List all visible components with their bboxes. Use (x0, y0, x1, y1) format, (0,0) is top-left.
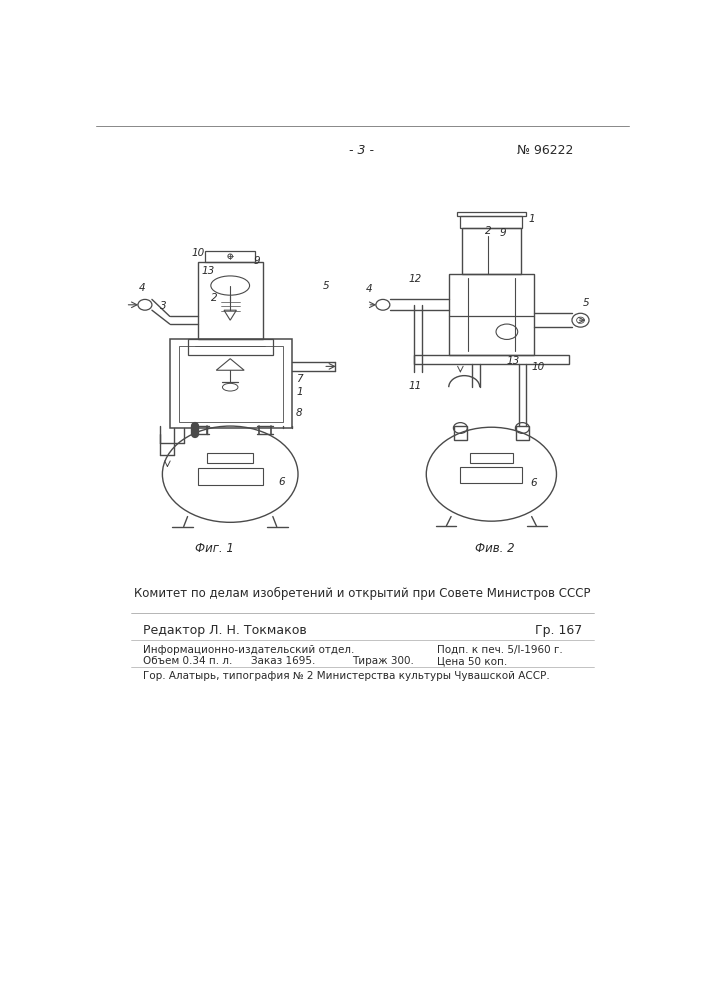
Text: 13: 13 (507, 356, 520, 366)
Text: 1: 1 (529, 214, 535, 224)
Text: 9: 9 (253, 256, 260, 266)
Bar (460, 467, 522, 483)
Text: 6: 6 (530, 478, 537, 488)
Bar (187, 339, 273, 355)
Bar (207, 453, 253, 463)
Text: Цена 50 коп.: Цена 50 коп. (437, 656, 508, 666)
Text: 4: 4 (139, 283, 146, 293)
Text: - 3 -: - 3 - (349, 144, 375, 157)
Text: 7: 7 (296, 374, 303, 384)
Bar (179, 346, 283, 422)
Text: 11: 11 (409, 381, 421, 391)
Bar (206, 251, 255, 262)
Text: Комитет по делам изобретений и открытий при Совете Министров СССР: Комитет по делам изобретений и открытий … (134, 587, 590, 600)
Text: Объем 0.34 п. л.: Объем 0.34 п. л. (143, 656, 232, 666)
Text: 10: 10 (532, 362, 545, 372)
Bar (414, 355, 569, 364)
Bar (454, 426, 467, 440)
Text: № 96222: № 96222 (518, 144, 574, 157)
Text: Гр. 167: Гр. 167 (534, 624, 582, 637)
Text: Фиг. 1: Фиг. 1 (195, 542, 234, 555)
Text: 6: 6 (279, 477, 285, 487)
Text: 10: 10 (192, 248, 205, 258)
Text: 4: 4 (366, 284, 373, 294)
Bar (449, 274, 534, 355)
Text: 3: 3 (160, 301, 167, 311)
Bar (469, 453, 513, 463)
Bar (457, 212, 526, 216)
Bar (170, 339, 292, 428)
Text: 5: 5 (583, 298, 590, 308)
Bar (198, 468, 263, 485)
Text: Гор. Алатырь, типография № 2 Министерства культуры Чувашской АССР.: Гор. Алатырь, типография № 2 Министерств… (143, 671, 549, 681)
Text: 2: 2 (211, 293, 218, 303)
Text: Подп. к печ. 5/I-1960 г.: Подп. к печ. 5/I-1960 г. (437, 645, 563, 655)
Text: 8: 8 (296, 408, 303, 418)
Text: Тираж 300.: Тираж 300. (352, 656, 414, 666)
Bar (198, 262, 263, 339)
Text: 2: 2 (485, 226, 492, 236)
Text: 13: 13 (201, 266, 215, 276)
Text: Редактор Л. Н. Токмаков: Редактор Л. Н. Токмаков (143, 624, 306, 637)
Text: 9: 9 (499, 228, 506, 237)
Text: 5: 5 (323, 281, 330, 291)
Text: Заказ 1695.: Заказ 1695. (251, 656, 315, 666)
Bar (516, 426, 529, 440)
Bar (462, 228, 521, 274)
Text: Информационно-издательский отдел.: Информационно-издательский отдел. (143, 645, 354, 655)
Text: Фив. 2: Фив. 2 (475, 542, 515, 555)
Text: 12: 12 (409, 274, 421, 284)
Bar (460, 216, 522, 228)
Text: 1: 1 (296, 387, 303, 397)
